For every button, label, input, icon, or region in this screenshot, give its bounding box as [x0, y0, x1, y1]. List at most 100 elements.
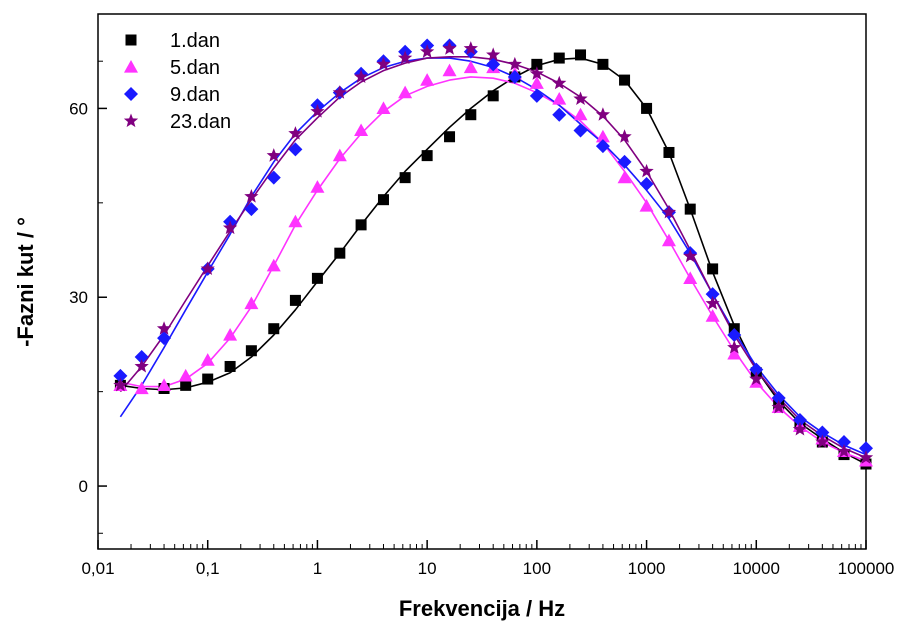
data-point-star [397, 50, 413, 65]
data-point-star [617, 129, 632, 143]
data-point-triangle [442, 63, 457, 77]
y-tick-label: 30 [69, 288, 88, 307]
data-point-diamond [815, 425, 830, 440]
data-point-triangle [288, 214, 303, 228]
data-point-star [288, 126, 303, 140]
x-tick-label: 0,1 [196, 559, 220, 578]
data-point-triangle [134, 381, 149, 395]
data-point-diamond [727, 328, 742, 342]
data-point-square [202, 373, 214, 385]
data-point-triangle [595, 129, 610, 143]
data-point-diamond [705, 287, 720, 302]
x-tick-label: 100000 [838, 559, 895, 578]
data-point-square [334, 247, 346, 259]
data-point-triangle [376, 101, 391, 115]
data-point-triangle [223, 328, 238, 341]
data-point-diamond [244, 202, 259, 217]
x-tick-label: 0,01 [81, 559, 114, 578]
data-point-square [619, 74, 631, 86]
data-point-square [421, 150, 433, 162]
data-point-triangle [398, 85, 413, 99]
data-point-diamond [157, 331, 172, 346]
data-point-square [289, 294, 301, 306]
fit-line-9-dan [119, 57, 867, 456]
data-point-square [465, 109, 477, 121]
x-tick-label: 1 [313, 559, 322, 578]
data-point-star [244, 189, 259, 203]
data-point-triangle [639, 198, 654, 212]
data-point-diamond [749, 362, 764, 377]
data-point-diamond [771, 390, 786, 405]
data-point-triangle [266, 258, 281, 272]
data-point-triangle [157, 378, 172, 391]
data-point-square [531, 58, 543, 70]
y-tick-label: 60 [69, 99, 88, 118]
data-point-star [332, 85, 347, 99]
data-point-square [377, 194, 389, 206]
data-point-square [399, 172, 411, 184]
data-point-star [792, 421, 808, 436]
data-point-star [222, 220, 238, 235]
data-point-diamond [113, 368, 128, 383]
legend-marker-9-dan [124, 87, 138, 101]
y-axis: 0 30 60 [69, 60, 107, 534]
data-point-diamond [507, 69, 522, 84]
data-point-triangle [573, 107, 588, 121]
data-point-diamond [595, 139, 610, 154]
legend: 1.dan 5.dan 9.dan 23.dan [123, 30, 231, 133]
data-markers [113, 38, 874, 470]
data-point-star [442, 41, 457, 55]
legend-label: 5.dan [170, 57, 220, 79]
data-point-square [553, 52, 565, 64]
data-point-triangle [420, 73, 435, 86]
data-point-diamond [552, 107, 567, 122]
data-point-diamond [836, 435, 851, 449]
data-point-star [705, 296, 720, 310]
data-point-square [245, 345, 257, 357]
fit-line-23-dan [119, 56, 867, 459]
legend-label: 23.dan [170, 111, 231, 133]
legend-marker-5-dan [124, 60, 138, 73]
data-point-triangle [354, 123, 369, 137]
data-point-star [749, 371, 764, 386]
legend-label: 9.dan [170, 84, 220, 106]
data-point-square [684, 203, 696, 215]
data-point-square [224, 360, 236, 372]
data-point-star [353, 69, 369, 84]
data-point-star [683, 248, 698, 263]
data-point-star [507, 56, 522, 71]
data-point-star [266, 148, 281, 162]
data-point-square [707, 263, 719, 275]
x-tick-label: 10000 [733, 559, 780, 578]
data-point-star [134, 358, 149, 373]
data-point-diamond [266, 170, 281, 185]
data-point-star [815, 434, 830, 449]
data-point-square [597, 58, 609, 70]
plot-frame [97, 13, 867, 550]
y-axis-title: -Fazni kut / ° [13, 217, 38, 347]
data-point-star [595, 107, 611, 121]
data-point-triangle [529, 76, 544, 89]
data-point-square [641, 102, 653, 114]
data-point-star [727, 340, 742, 354]
data-point-star [858, 450, 874, 464]
data-point-triangle [244, 296, 259, 310]
data-point-square [268, 323, 280, 335]
fit-curves [119, 56, 867, 465]
data-point-diamond [288, 142, 303, 157]
data-point-diamond [639, 176, 654, 191]
data-point-triangle [661, 233, 676, 247]
fit-line-5-dan [120, 76, 867, 462]
data-point-diamond [134, 350, 149, 365]
data-point-square [575, 49, 587, 61]
data-point-triangle [332, 148, 347, 162]
x-tick-label: 1000 [628, 559, 666, 578]
legend-marker-1-dan [125, 34, 137, 46]
data-point-star [113, 377, 128, 392]
data-point-star [310, 104, 325, 118]
fit-line-1-dan [120, 57, 867, 465]
data-point-star [420, 44, 435, 58]
data-point-star [463, 41, 478, 55]
data-point-triangle [463, 60, 478, 74]
